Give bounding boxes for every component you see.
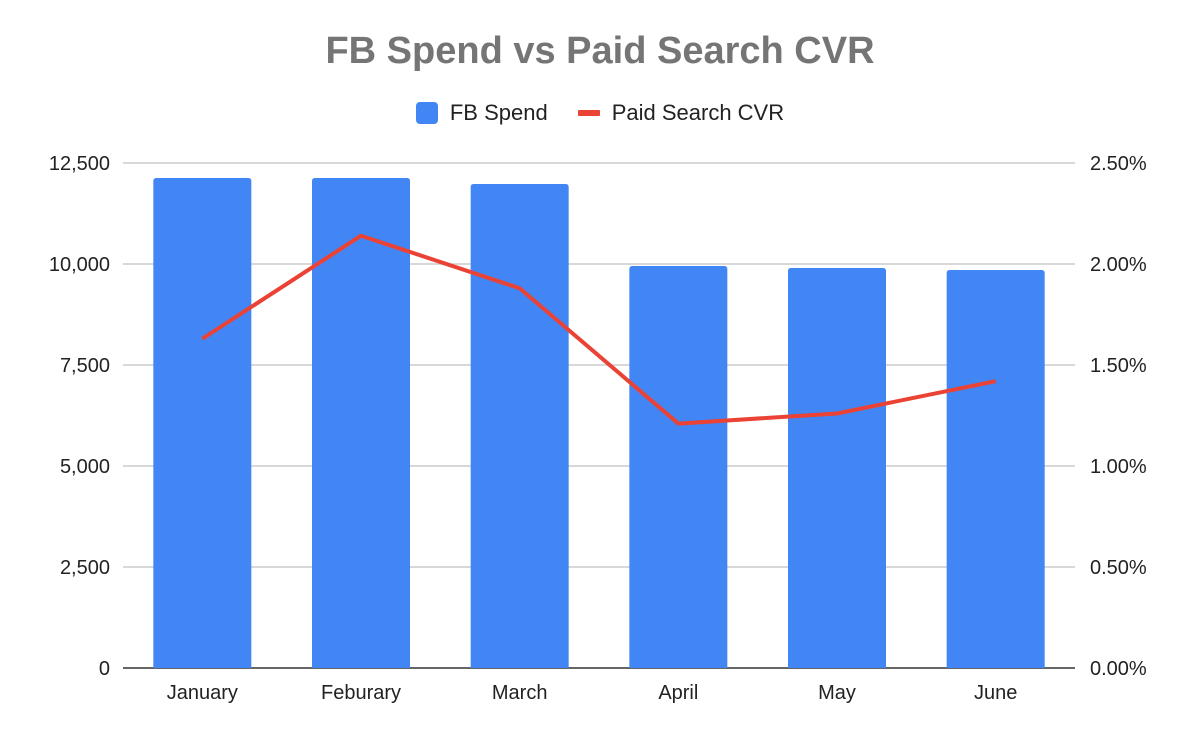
- legend-label: FB Spend: [449, 100, 548, 125]
- y2-tick-label: 2.00%: [1090, 254, 1147, 276]
- y2-tick-label: 1.00%: [1090, 456, 1147, 478]
- y-tick-label: 7,500: [60, 355, 110, 377]
- y2-tick-label: 0.50%: [1090, 557, 1147, 579]
- y2-tick-label: 0.00%: [1090, 658, 1147, 680]
- x-tick-label: June: [974, 682, 1017, 704]
- y-tick-label: 10,000: [49, 254, 110, 276]
- chart-title: FB Spend vs Paid Search CVR: [325, 30, 875, 72]
- y2-tick-label: 2.50%: [1090, 153, 1147, 175]
- y-tick-label: 5,000: [60, 456, 110, 478]
- y-tick-label: 0: [99, 658, 110, 680]
- x-tick-label: March: [492, 682, 548, 704]
- legend-swatch-line-icon: [577, 110, 600, 116]
- x-tick-label: Feburary: [321, 682, 401, 704]
- legend: FB Spend Paid Search CVR: [0, 100, 1200, 126]
- legend-swatch-bar-icon: [415, 102, 438, 124]
- legend-label: Paid Search CVR: [611, 100, 785, 125]
- legend-item-fb-spend: FB Spend: [415, 100, 548, 126]
- bar-fb-spend: [153, 177, 252, 668]
- legend-item-paid-search-cvr: Paid Search CVR: [577, 100, 785, 126]
- x-tick-label: May: [818, 682, 856, 704]
- bar-fb-spend: [312, 177, 410, 668]
- bar-fb-spend: [946, 270, 1045, 668]
- x-tick-label: January: [167, 682, 238, 704]
- bar-fb-spend: [629, 266, 728, 668]
- bar-fb-spend: [788, 268, 886, 668]
- y-tick-label: 2,500: [60, 557, 110, 579]
- x-tick-label: April: [658, 682, 698, 704]
- y-tick-label: 12,500: [49, 153, 110, 175]
- line-paid-search-cvr: [201, 233, 997, 426]
- bar-fb-spend: [470, 184, 569, 668]
- y2-tick-label: 1.50%: [1090, 355, 1147, 377]
